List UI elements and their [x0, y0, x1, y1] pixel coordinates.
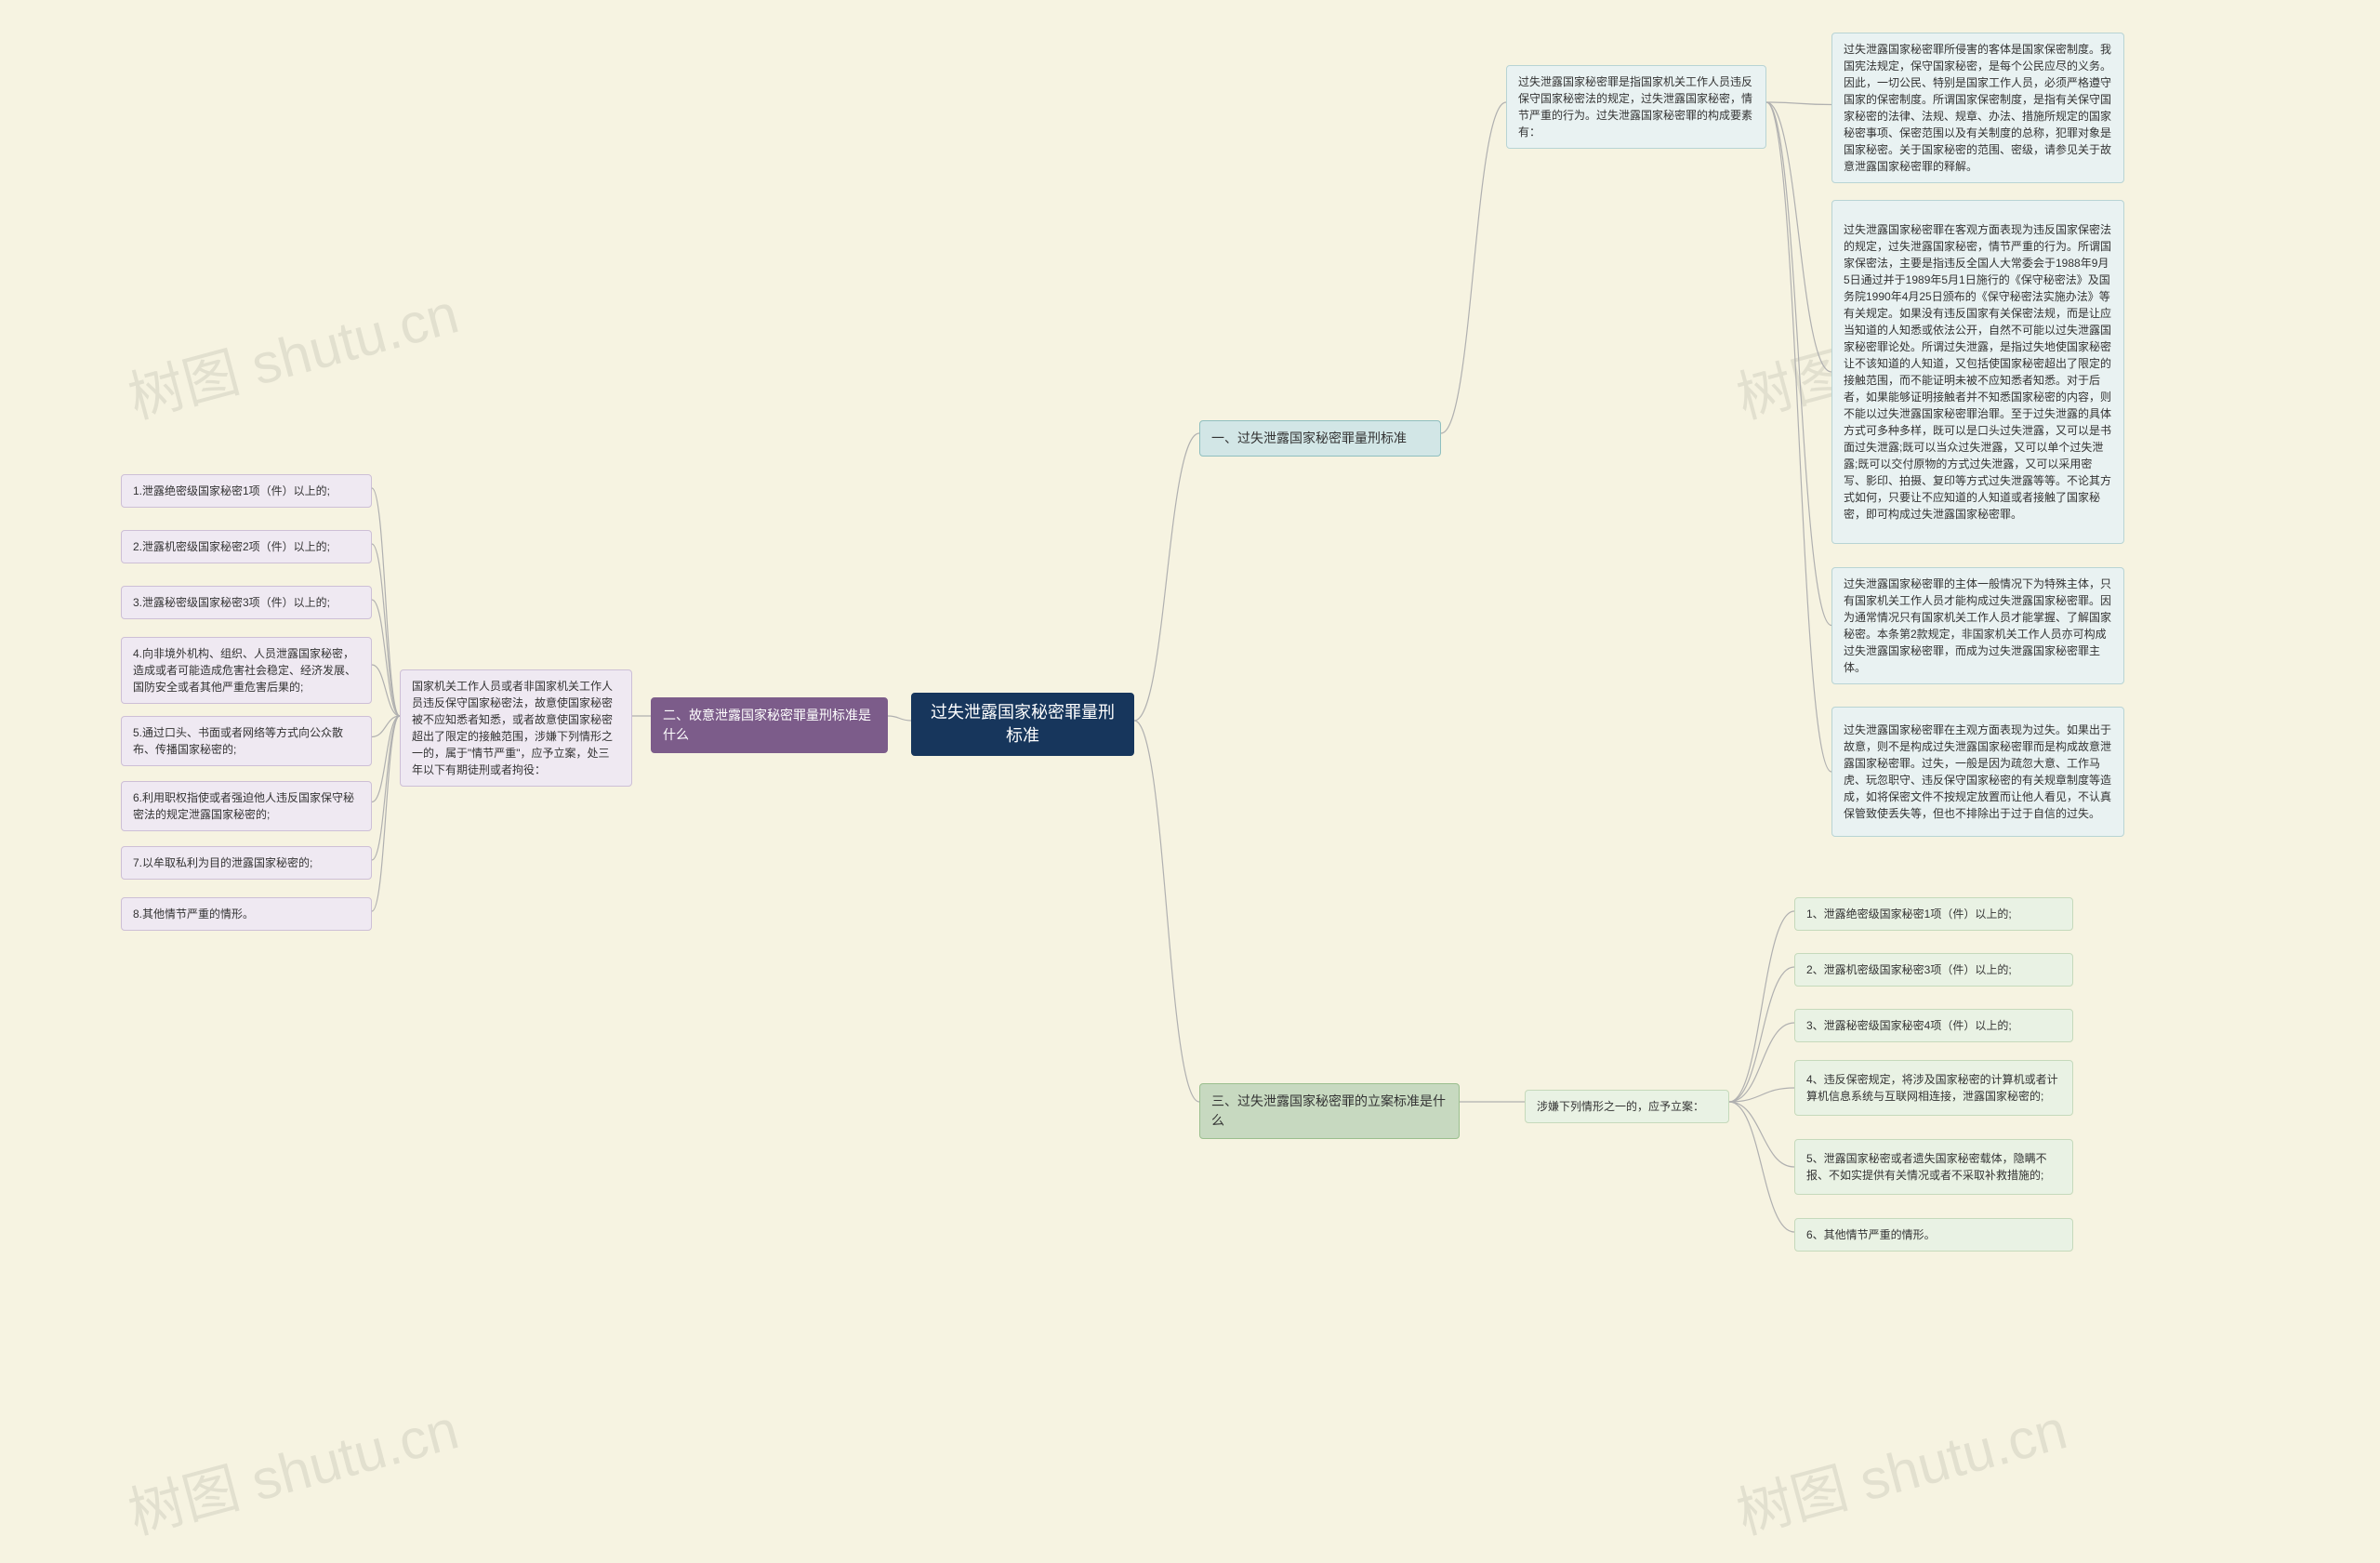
branch-3-item[interactable]: 4、违反保密规定，将涉及国家秘密的计算机或者计算机信息系统与互联网相连接，泄露国… — [1794, 1060, 2073, 1116]
branch-3[interactable]: 三、过失泄露国家秘密罪的立案标准是什么 — [1199, 1083, 1460, 1139]
leaf-text: 1、泄露绝密级国家秘密1项（件）以上的; — [1806, 906, 2012, 922]
branch-1-item[interactable]: 过失泄露国家秘密罪在主观方面表现为过失。如果出于故意，则不是构成过失泄露国家秘密… — [1831, 707, 2124, 837]
branch-3-item[interactable]: 1、泄露绝密级国家秘密1项（件）以上的; — [1794, 897, 2073, 931]
branch-3-item[interactable]: 5、泄露国家秘密或者遗失国家秘密载体，隐瞒不报、不如实提供有关情况或者不采取补救… — [1794, 1139, 2073, 1195]
leaf-text: 8.其他情节严重的情形。 — [133, 906, 254, 922]
branch-3-intro[interactable]: 涉嫌下列情形之一的，应予立案： — [1525, 1090, 1729, 1123]
leaf-text: 过失泄露国家秘密罪的主体一般情况下为特殊主体，只有国家机关工作人员才能构成过失泄… — [1844, 576, 2112, 676]
branch-2-item[interactable]: 4.向非境外机构、组织、人员泄露国家秘密，造成或者可能造成危害社会稳定、经济发展… — [121, 637, 372, 704]
branch-2-intro[interactable]: 国家机关工作人员或者非国家机关工作人员违反保守国家秘密法，故意使国家秘密被不应知… — [400, 669, 632, 787]
leaf-text: 2、泄露机密级国家秘密3项（件）以上的; — [1806, 961, 2012, 978]
leaf-text: 7.以牟取私利为目的泄露国家秘密的; — [133, 854, 312, 871]
branch-3-item[interactable]: 2、泄露机密级国家秘密3项（件）以上的; — [1794, 953, 2073, 987]
leaf-text: 5.通过口头、书面或者网络等方式向公众散布、传播国家秘密的; — [133, 724, 360, 758]
leaf-text: 过失泄露国家秘密罪所侵害的客体是国家保密制度。我国宪法规定，保守国家秘密，是每个… — [1844, 41, 2112, 175]
branch-2-item[interactable]: 8.其他情节严重的情形。 — [121, 897, 372, 931]
branch-1-intro-text: 过失泄露国家秘密罪是指国家机关工作人员违反保守国家秘密法的规定，过失泄露国家秘密… — [1518, 73, 1754, 140]
leaf-text: 6.利用职权指使或者强迫他人违反国家保守秘密法的规定泄露国家秘密的; — [133, 789, 360, 823]
leaf-text: 3.泄露秘密级国家秘密3项（件）以上的; — [133, 594, 330, 611]
root-node[interactable]: 过失泄露国家秘密罪量刑标准 — [911, 693, 1134, 756]
branch-2-label: 二、故意泄露国家秘密罪量刑标准是什么 — [663, 706, 876, 745]
leaf-text: 4、违反保密规定，将涉及国家秘密的计算机或者计算机信息系统与互联网相连接，泄露国… — [1806, 1071, 2061, 1105]
branch-1-item[interactable]: 过失泄露国家秘密罪所侵害的客体是国家保密制度。我国宪法规定，保守国家秘密，是每个… — [1831, 33, 2124, 183]
branch-3-item[interactable]: 3、泄露秘密级国家秘密4项（件）以上的; — [1794, 1009, 2073, 1042]
branch-2-item[interactable]: 6.利用职权指使或者强迫他人违反国家保守秘密法的规定泄露国家秘密的; — [121, 781, 372, 831]
branch-3-intro-text: 涉嫌下列情形之一的，应予立案： — [1537, 1098, 1704, 1115]
branch-1[interactable]: 一、过失泄露国家秘密罪量刑标准 — [1199, 420, 1441, 457]
branch-2-item[interactable]: 2.泄露机密级国家秘密2项（件）以上的; — [121, 530, 372, 563]
leaf-text: 1.泄露绝密级国家秘密1项（件）以上的; — [133, 483, 330, 499]
leaf-text: 3、泄露秘密级国家秘密4项（件）以上的; — [1806, 1017, 2012, 1034]
branch-3-item[interactable]: 6、其他情节严重的情形。 — [1794, 1218, 2073, 1252]
branch-3-label: 三、过失泄露国家秘密罪的立案标准是什么 — [1211, 1092, 1448, 1131]
leaf-text: 2.泄露机密级国家秘密2项（件）以上的; — [133, 538, 330, 555]
branch-1-item[interactable]: 过失泄露国家秘密罪的主体一般情况下为特殊主体，只有国家机关工作人员才能构成过失泄… — [1831, 567, 2124, 684]
branch-2-item[interactable]: 3.泄露秘密级国家秘密3项（件）以上的; — [121, 586, 372, 619]
branch-1-label: 一、过失泄露国家秘密罪量刑标准 — [1211, 429, 1407, 448]
branch-2-intro-text: 国家机关工作人员或者非国家机关工作人员违反保守国家秘密法，故意使国家秘密被不应知… — [412, 678, 620, 778]
root-label: 过失泄露国家秘密罪量刑标准 — [923, 701, 1122, 748]
leaf-text: 过失泄露国家秘密罪在客观方面表现为违反国家保密法的规定，过失泄露国家秘密，情节严… — [1844, 221, 2112, 523]
branch-1-item[interactable]: 过失泄露国家秘密罪在客观方面表现为违反国家保密法的规定，过失泄露国家秘密，情节严… — [1831, 200, 2124, 544]
leaf-text: 过失泄露国家秘密罪在主观方面表现为过失。如果出于故意，则不是构成过失泄露国家秘密… — [1844, 722, 2112, 822]
leaf-text: 5、泄露国家秘密或者遗失国家秘密载体，隐瞒不报、不如实提供有关情况或者不采取补救… — [1806, 1150, 2061, 1184]
branch-1-intro[interactable]: 过失泄露国家秘密罪是指国家机关工作人员违反保守国家秘密法的规定，过失泄露国家秘密… — [1506, 65, 1766, 149]
branch-2[interactable]: 二、故意泄露国家秘密罪量刑标准是什么 — [651, 697, 888, 753]
branch-2-item[interactable]: 1.泄露绝密级国家秘密1项（件）以上的; — [121, 474, 372, 508]
leaf-text: 6、其他情节严重的情形。 — [1806, 1226, 1936, 1243]
branch-2-item[interactable]: 5.通过口头、书面或者网络等方式向公众散布、传播国家秘密的; — [121, 716, 372, 766]
leaf-text: 4.向非境外机构、组织、人员泄露国家秘密，造成或者可能造成危害社会稳定、经济发展… — [133, 645, 360, 695]
branch-2-item[interactable]: 7.以牟取私利为目的泄露国家秘密的; — [121, 846, 372, 880]
